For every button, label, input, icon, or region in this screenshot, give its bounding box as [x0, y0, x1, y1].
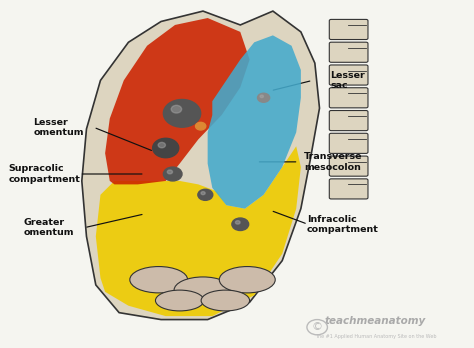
Polygon shape	[105, 18, 250, 184]
Ellipse shape	[174, 277, 232, 303]
Polygon shape	[82, 11, 319, 319]
Text: Supracolic
compartment: Supracolic compartment	[9, 164, 81, 184]
Ellipse shape	[201, 290, 250, 311]
Circle shape	[153, 138, 179, 158]
Text: Lesser
sac: Lesser sac	[330, 71, 365, 90]
Text: Transverse
mesocolon: Transverse mesocolon	[304, 152, 363, 172]
Text: Infracolic
compartment: Infracolic compartment	[307, 215, 379, 234]
FancyBboxPatch shape	[329, 65, 368, 85]
Circle shape	[196, 122, 206, 130]
Text: Greater
omentum: Greater omentum	[24, 218, 74, 237]
Circle shape	[198, 189, 213, 200]
Circle shape	[201, 192, 205, 195]
FancyBboxPatch shape	[329, 19, 368, 40]
Ellipse shape	[219, 267, 275, 293]
Circle shape	[158, 142, 165, 148]
Ellipse shape	[130, 267, 188, 293]
FancyBboxPatch shape	[329, 156, 368, 176]
Circle shape	[164, 167, 182, 181]
FancyBboxPatch shape	[329, 88, 368, 108]
Ellipse shape	[155, 290, 204, 311]
Circle shape	[171, 105, 182, 113]
Text: teachmeanatomy: teachmeanatomy	[325, 316, 426, 326]
Polygon shape	[96, 146, 301, 316]
Text: ©: ©	[312, 322, 323, 332]
FancyBboxPatch shape	[329, 133, 368, 153]
FancyBboxPatch shape	[329, 179, 368, 199]
Circle shape	[260, 95, 264, 98]
Circle shape	[236, 221, 240, 224]
Polygon shape	[208, 35, 301, 209]
Text: The #1 Applied Human Anatomy Site on the Web: The #1 Applied Human Anatomy Site on the…	[315, 334, 436, 339]
Circle shape	[232, 218, 249, 230]
Text: Lesser
omentum: Lesser omentum	[33, 118, 84, 137]
Circle shape	[164, 100, 201, 127]
FancyBboxPatch shape	[329, 111, 368, 130]
Circle shape	[167, 170, 173, 174]
FancyBboxPatch shape	[329, 42, 368, 62]
Circle shape	[257, 93, 270, 102]
